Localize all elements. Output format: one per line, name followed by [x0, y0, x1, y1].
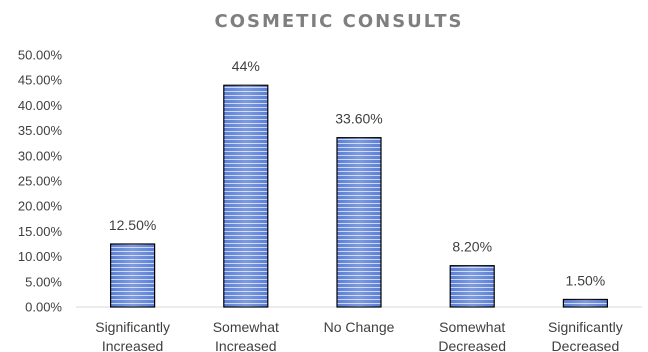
data-label: 8.20%: [452, 239, 492, 255]
bar: [223, 84, 269, 308]
y-tick-label: 0.00%: [25, 300, 62, 315]
x-tick-label: Somewhat: [439, 319, 505, 335]
y-tick-label: 20.00%: [18, 199, 63, 214]
bar: [109, 243, 156, 308]
y-tick-label: 10.00%: [18, 249, 63, 264]
x-tick-label: Significantly: [548, 319, 623, 335]
x-tick-label: Decreased: [552, 338, 620, 352]
y-tick-label: 30.00%: [18, 148, 63, 163]
x-tick-label: No Change: [324, 319, 395, 335]
y-tick-label: 40.00%: [18, 98, 63, 113]
bar: [562, 298, 609, 308]
x-tick-label: Increased: [215, 338, 276, 352]
bar: [336, 137, 382, 308]
chart-title: COSMETIC CONSULTS: [214, 11, 463, 32]
data-label: 1.50%: [566, 272, 606, 288]
y-tick-label: 35.00%: [18, 123, 63, 138]
x-tick-label: Decreased: [438, 338, 506, 352]
data-label: 33.60%: [335, 111, 382, 127]
bars: 12.50% 44% 33.60% 8.20% 1.50%: [109, 58, 609, 308]
y-axis: 0.00% 5.00% 10.00% 15.00% 20.00% 25.00% 30.00%…: [18, 48, 63, 315]
data-label: 12.50%: [109, 217, 156, 233]
y-tick-label: 50.00%: [18, 48, 63, 63]
data-label: 44%: [232, 58, 260, 74]
x-axis: Significantly Increased Somewhat Increased N…: [95, 319, 623, 352]
y-tick-label: 5.00%: [25, 274, 62, 289]
x-tick-label: Increased: [102, 338, 163, 352]
x-tick-label: Somewhat: [213, 319, 279, 335]
y-tick-label: 25.00%: [18, 174, 63, 189]
y-tick-label: 45.00%: [18, 73, 63, 88]
x-tick-label: Significantly: [95, 319, 170, 335]
y-tick-label: 15.00%: [18, 224, 63, 239]
bar: [449, 265, 495, 308]
